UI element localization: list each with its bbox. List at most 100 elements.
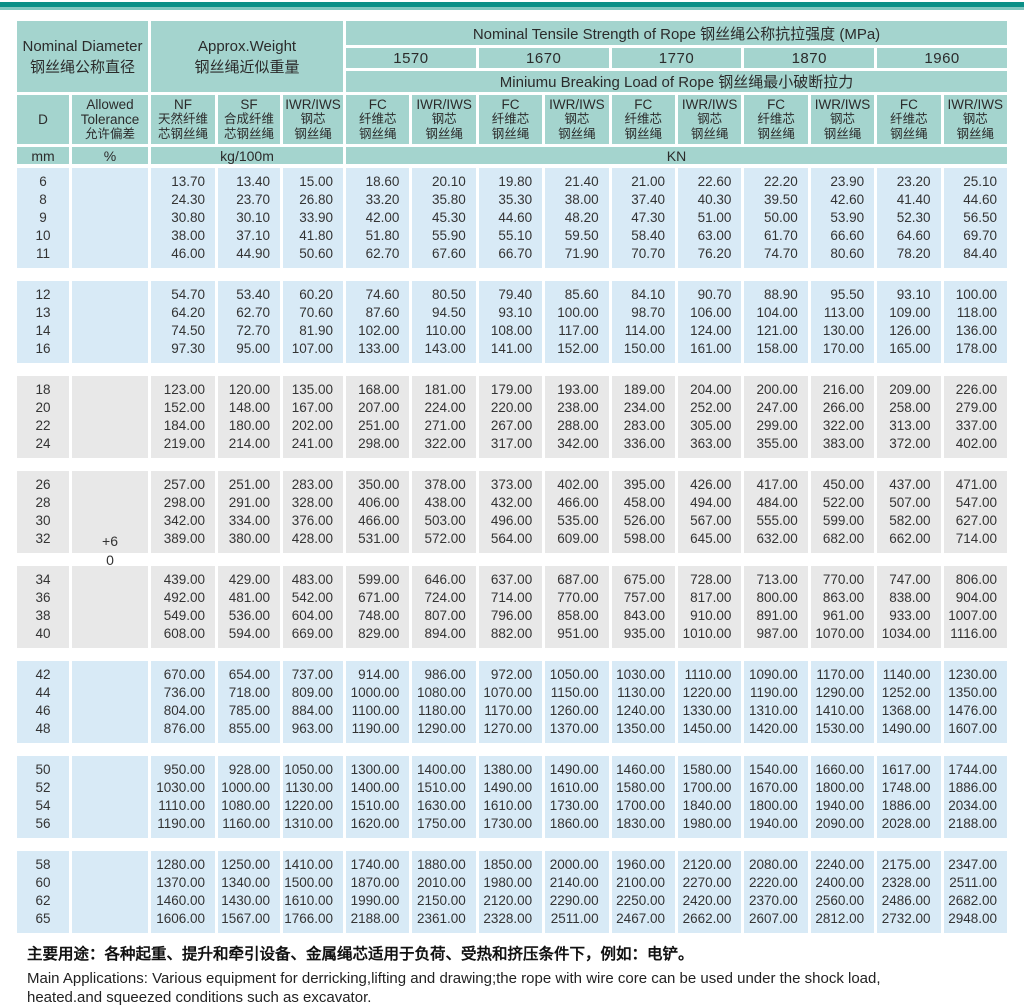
value-cell: 2028.00 bbox=[877, 815, 941, 838]
value-cell: 1080.00 bbox=[412, 684, 476, 702]
value-cell: 1420.00 bbox=[744, 720, 808, 743]
value-cell: 42.00 bbox=[346, 209, 410, 227]
value-cell: 910.00 bbox=[677, 607, 742, 625]
value-cell: 1000.00 bbox=[218, 779, 281, 797]
value-cell: 170.00 bbox=[810, 340, 875, 363]
value-cell: 972.00 bbox=[478, 661, 543, 684]
value-cell: 492.00 bbox=[151, 589, 216, 607]
value-cell: 2732.00 bbox=[877, 910, 941, 933]
value-cell: 204.00 bbox=[677, 376, 742, 399]
diameter-cell: 54 bbox=[17, 797, 69, 815]
col-header-sf: SF 合成纤维 芯钢丝绳 bbox=[218, 95, 281, 147]
value-cell: 1940.00 bbox=[744, 815, 808, 838]
value-cell: 2420.00 bbox=[677, 892, 742, 910]
value-cell: 1070.00 bbox=[810, 625, 875, 648]
value-cell: 46.00 bbox=[151, 245, 216, 268]
value-cell: 279.00 bbox=[943, 399, 1007, 417]
diameter-cell: 40 bbox=[17, 625, 69, 648]
value-cell: 2486.00 bbox=[877, 892, 941, 910]
value-cell: 807.00 bbox=[412, 607, 476, 625]
value-cell: 1007.00 bbox=[943, 607, 1007, 625]
value-cell: 1220.00 bbox=[283, 797, 344, 815]
value-cell: 107.00 bbox=[283, 340, 344, 363]
value-cell: 785.00 bbox=[218, 702, 281, 720]
value-cell: 855.00 bbox=[218, 720, 281, 743]
value-cell: 1748.00 bbox=[877, 779, 941, 797]
table-row: 12 54.70 53.40 60.20 74.60 80.50 79.40 85.60 84.… bbox=[17, 281, 1007, 363]
value-cell: 168.00 bbox=[346, 376, 410, 399]
value-cell: 1610.00 bbox=[283, 892, 344, 910]
unit-mm: mm bbox=[17, 147, 69, 168]
value-cell: 124.00 bbox=[677, 322, 742, 340]
value-cell: 1240.00 bbox=[611, 702, 675, 720]
value-cell: 829.00 bbox=[346, 625, 410, 648]
header-breaking-load: Miniumu Breaking Load of Rope 钢丝绳最小破断拉力 bbox=[346, 71, 1007, 95]
value-cell: 2080.00 bbox=[744, 851, 808, 874]
value-cell: 669.00 bbox=[283, 625, 344, 648]
value-cell: 121.00 bbox=[744, 322, 808, 340]
value-cell: 317.00 bbox=[478, 435, 543, 458]
value-cell: 1380.00 bbox=[478, 756, 543, 779]
value-cell: 986.00 bbox=[412, 661, 476, 684]
value-cell: 1010.00 bbox=[677, 625, 742, 648]
value-cell: 572.00 bbox=[412, 530, 476, 553]
block-gap bbox=[17, 268, 1007, 281]
table-row: 62 1460.00 1430.00 1610.00 1990.00 2150.00 212… bbox=[17, 892, 1007, 910]
value-cell: 224.00 bbox=[412, 399, 476, 417]
value-cell: 2328.00 bbox=[877, 874, 941, 892]
footer-main-applications-zh: 主要用途：各种起重、提升和牵引设备、金属绳芯适用于负荷、受热和挤压条件下，例如：… bbox=[27, 946, 694, 963]
diameter-cell: 52 bbox=[17, 779, 69, 797]
value-cell: 1130.00 bbox=[611, 684, 675, 702]
value-cell: 51.00 bbox=[677, 209, 742, 227]
value-cell: 66.70 bbox=[478, 245, 543, 268]
value-cell: 1850.00 bbox=[478, 851, 543, 874]
value-cell: 1160.00 bbox=[218, 815, 281, 838]
value-cell: 21.40 bbox=[545, 168, 609, 191]
diameter-cell: 9 bbox=[17, 209, 69, 227]
value-cell: 342.00 bbox=[545, 435, 609, 458]
value-cell: 1450.00 bbox=[677, 720, 742, 743]
value-cell: 252.00 bbox=[677, 399, 742, 417]
value-cell: 55.10 bbox=[478, 227, 543, 245]
value-cell: 44.60 bbox=[478, 209, 543, 227]
value-cell: 123.00 bbox=[151, 376, 216, 399]
value-cell: 1620.00 bbox=[346, 815, 410, 838]
value-cell: 78.20 bbox=[877, 245, 941, 268]
value-cell: 299.00 bbox=[744, 417, 808, 435]
value-cell: 56.50 bbox=[943, 209, 1007, 227]
value-cell: 933.00 bbox=[877, 607, 941, 625]
value-cell: 2560.00 bbox=[810, 892, 875, 910]
value-cell: 114.00 bbox=[611, 322, 675, 340]
value-cell: 2290.00 bbox=[545, 892, 609, 910]
value-cell: 2347.00 bbox=[943, 851, 1007, 874]
value-cell: 662.00 bbox=[877, 530, 941, 553]
data-block: 34 439.00 429.00 483.00 599.00 646.00 637.00 68… bbox=[17, 566, 1007, 648]
value-cell: 39.50 bbox=[744, 191, 808, 209]
value-cell: 1610.00 bbox=[478, 797, 543, 815]
value-cell: 1607.00 bbox=[943, 720, 1007, 743]
value-cell: 1870.00 bbox=[346, 874, 410, 892]
data-block: 42 670.00 654.00 737.00 914.00 986.00 972.00 10… bbox=[17, 661, 1007, 743]
header-approx-weight-en: Approx.Weight bbox=[197, 37, 297, 55]
table-row: 46 804.00 785.00 884.00 1100.00 1180.00 1170.0… bbox=[17, 702, 1007, 720]
value-cell: 100.00 bbox=[545, 304, 609, 322]
value-cell: 305.00 bbox=[677, 417, 742, 435]
value-cell: 152.00 bbox=[151, 399, 216, 417]
value-cell: 1116.00 bbox=[943, 625, 1007, 648]
value-cell: 1410.00 bbox=[283, 851, 344, 874]
value-cell: 15.00 bbox=[283, 168, 344, 191]
footer-main-applications-en-2: heated.and squeezed conditions such as e… bbox=[27, 989, 372, 1006]
table-row: 60 1370.00 1340.00 1500.00 1870.00 2010.00 198… bbox=[17, 874, 1007, 892]
table-header: Nominal Diameter 钢丝绳公称直径 Approx.Weight 钢… bbox=[17, 21, 1007, 168]
value-cell: 74.50 bbox=[151, 322, 216, 340]
table-row: 50 950.00 928.00 1050.00 1300.00 1400.00 1380.… bbox=[17, 756, 1007, 838]
col-header-iwr-1870: IWR/IWS 钢芯 钢丝绳 bbox=[810, 95, 875, 147]
diameter-cell: 44 bbox=[17, 684, 69, 702]
value-cell: 64.20 bbox=[151, 304, 216, 322]
value-cell: 1700.00 bbox=[677, 779, 742, 797]
value-cell: 80.50 bbox=[412, 281, 476, 304]
value-cell: 161.00 bbox=[677, 340, 742, 363]
value-cell: 737.00 bbox=[283, 661, 344, 684]
value-cell: 337.00 bbox=[943, 417, 1007, 435]
value-cell: 471.00 bbox=[943, 471, 1007, 494]
